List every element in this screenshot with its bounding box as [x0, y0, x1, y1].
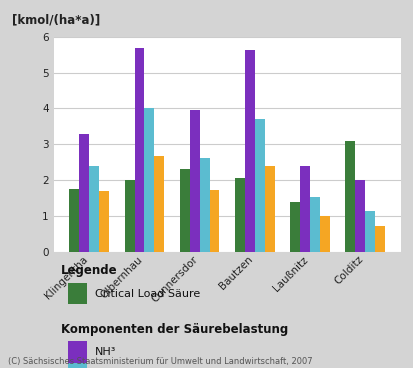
Bar — [145, 109, 154, 252]
Bar — [290, 202, 300, 252]
FancyBboxPatch shape — [68, 342, 87, 363]
FancyBboxPatch shape — [68, 363, 87, 368]
Bar — [125, 180, 135, 252]
Bar — [235, 178, 245, 252]
Bar — [365, 212, 375, 252]
Text: Critical Load Säure: Critical Load Säure — [95, 289, 201, 298]
Text: [kmol/(ha*a)]: [kmol/(ha*a)] — [12, 13, 100, 26]
Bar — [345, 141, 355, 252]
Bar — [265, 166, 275, 252]
Bar — [69, 189, 79, 252]
Text: NH³: NH³ — [95, 347, 117, 357]
Bar — [209, 190, 219, 252]
Bar — [375, 226, 385, 252]
Bar — [355, 180, 365, 252]
FancyBboxPatch shape — [68, 283, 87, 304]
Bar — [79, 134, 89, 252]
Bar — [190, 110, 199, 252]
Bar — [154, 156, 164, 252]
Text: Komponenten der Säurebelastung: Komponenten der Säurebelastung — [61, 323, 288, 336]
Bar — [300, 166, 310, 252]
Bar — [89, 166, 99, 252]
Bar — [255, 119, 265, 252]
Text: Legende: Legende — [61, 264, 117, 277]
Bar — [245, 50, 255, 252]
Bar — [199, 158, 209, 252]
Bar — [135, 47, 145, 252]
Bar — [180, 169, 190, 252]
Text: (C) Sächsisches Staatsministerium für Umwelt und Landwirtschaft, 2007: (C) Sächsisches Staatsministerium für Um… — [8, 357, 313, 366]
Bar — [320, 216, 330, 252]
Bar — [99, 191, 109, 252]
Bar — [310, 197, 320, 252]
